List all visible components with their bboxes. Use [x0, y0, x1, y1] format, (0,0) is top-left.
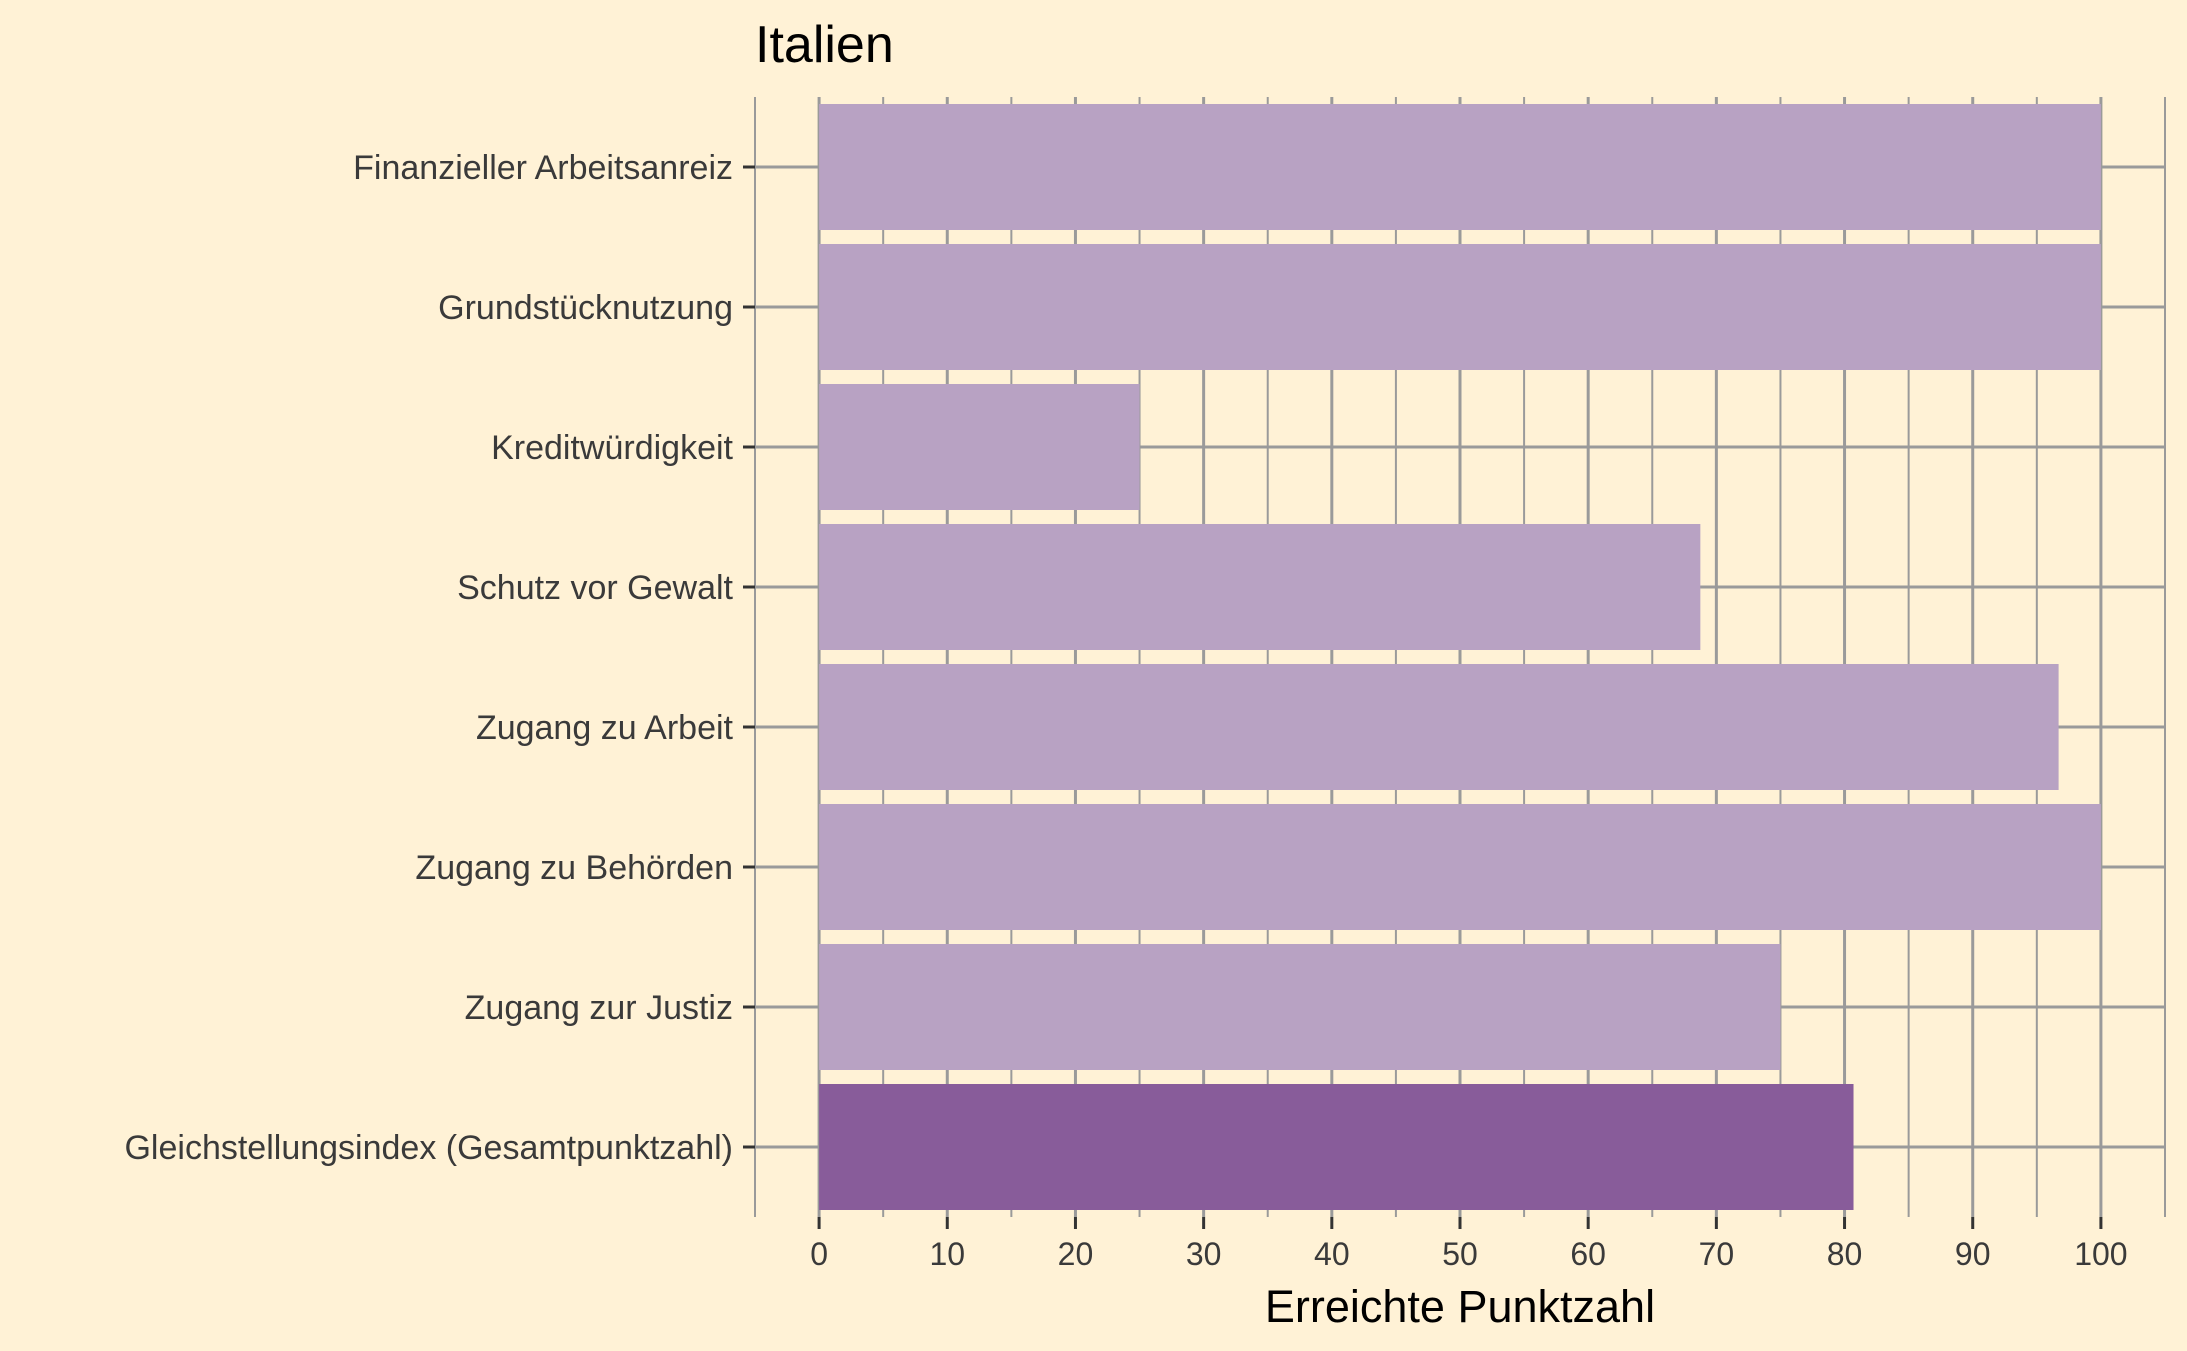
- x-tick-label: 70: [1699, 1236, 1735, 1272]
- x-tick-label: 50: [1442, 1236, 1478, 1272]
- category-label: Finanzieller Arbeitsanreiz: [353, 149, 733, 187]
- chart-title: Italien: [755, 16, 894, 74]
- category-label: Zugang zu Arbeit: [476, 709, 734, 747]
- x-tick-label: 80: [1827, 1236, 1863, 1272]
- x-tick-label: 10: [929, 1236, 965, 1272]
- x-tick-label: 60: [1570, 1236, 1606, 1272]
- bar: [819, 524, 1701, 650]
- x-tick-label: 20: [1058, 1236, 1094, 1272]
- x-axis: 0 10 20 30 40 50 60 70 80 90 100: [810, 1217, 2128, 1272]
- x-axis-title: Erreichte Punktzahl: [1265, 1281, 1655, 1332]
- x-tick-label: 0: [810, 1236, 828, 1272]
- bar: [819, 244, 2101, 370]
- bar: [819, 804, 2101, 930]
- x-tick-label: 30: [1186, 1236, 1222, 1272]
- y-axis: Finanzieller Arbeitsanreiz Grundstücknutz…: [124, 149, 755, 1167]
- bar: [819, 944, 1781, 1070]
- bars: [819, 104, 2101, 1210]
- category-label: Zugang zur Justiz: [465, 989, 733, 1027]
- category-label: Kreditwürdigkeit: [491, 429, 733, 467]
- x-tick-label: 90: [1955, 1236, 1991, 1272]
- category-label: Schutz vor Gewalt: [457, 569, 733, 607]
- bar: [819, 104, 2101, 230]
- category-label: Grundstücknutzung: [438, 289, 733, 327]
- category-label: Gleichstellungsindex (Gesamtpunktzahl): [124, 1129, 733, 1167]
- x-tick-label: 100: [2074, 1236, 2127, 1272]
- bar: [819, 1084, 1854, 1210]
- bar: [819, 384, 1140, 510]
- bar: [819, 664, 2059, 790]
- category-label: Zugang zu Behörden: [415, 849, 733, 887]
- x-tick-label: 40: [1314, 1236, 1350, 1272]
